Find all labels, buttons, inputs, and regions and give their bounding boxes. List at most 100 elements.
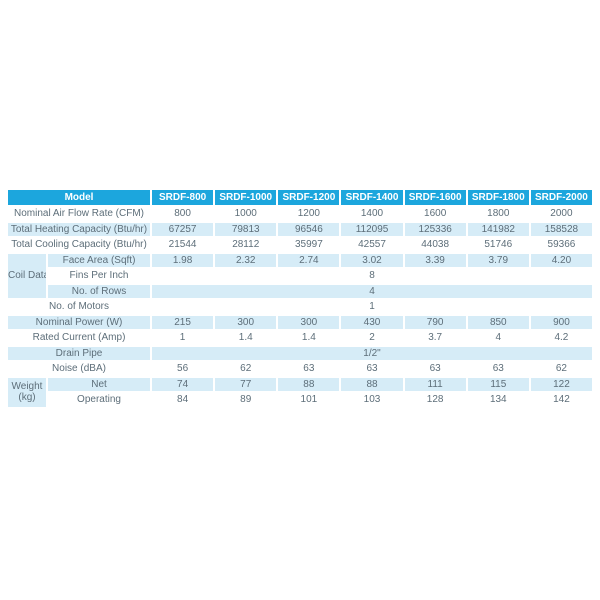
spec-table-container: Model SRDF-800 SRDF-1000 SRDF-1200 SRDF-…: [6, 188, 594, 409]
row-weight-operating: Operating 84 89 101 103 128 134 142: [8, 393, 592, 407]
merged-value-cell: 1/2": [152, 346, 592, 360]
cell: 63: [341, 362, 403, 376]
cell: 158528: [530, 222, 592, 236]
cell: 2000: [530, 207, 592, 221]
row-sublabel: Net: [48, 377, 151, 391]
cell: 1400: [341, 207, 403, 221]
row-label: Nominal Air Flow Rate (CFM): [8, 207, 151, 221]
merged-value-cell: 1: [152, 300, 592, 314]
coil-data-group-cell: Coil Data: [8, 253, 46, 298]
cell: 4: [467, 331, 529, 345]
row-sublabel: Operating: [48, 393, 151, 407]
cell: 3.39: [404, 253, 466, 267]
cell: 89: [215, 393, 277, 407]
cell: 2: [341, 331, 403, 345]
spec-table: Model SRDF-800 SRDF-1000 SRDF-1200 SRDF-…: [6, 188, 594, 409]
weight-label-line1: Weight: [11, 381, 43, 392]
row-label: Rated Current (Amp): [8, 331, 151, 345]
cell: 850: [467, 315, 529, 329]
cell: 88: [341, 377, 403, 391]
row-sublabel: Fins Per Inch: [48, 269, 151, 283]
merged-value-cell: 8: [152, 269, 592, 283]
row-label: No. of Motors: [8, 300, 151, 314]
cell: 44038: [404, 238, 466, 252]
column-header-srdf-1800: SRDF-1800: [467, 190, 529, 205]
row-no-of-rows: No. of Rows 4: [8, 284, 592, 298]
row-label: Drain Pipe: [8, 346, 151, 360]
cell: 56: [152, 362, 214, 376]
cell: 141982: [467, 222, 529, 236]
weight-group-cell: Weight (kg): [8, 377, 46, 407]
row-label: Nominal Power (W): [8, 315, 151, 329]
cell: 84: [152, 393, 214, 407]
row-fins-per-inch: Fins Per Inch 8: [8, 269, 592, 283]
cell: 63: [404, 362, 466, 376]
cell: 79813: [215, 222, 277, 236]
row-drain-pipe: Drain Pipe 1/2": [8, 346, 592, 360]
column-header-srdf-2000: SRDF-2000: [530, 190, 592, 205]
cell: 42557: [341, 238, 403, 252]
cell: 115: [467, 377, 529, 391]
weight-label-line2: (kg): [18, 392, 36, 403]
row-label: Noise (dBA): [8, 362, 151, 376]
cell: 1.4: [278, 331, 340, 345]
column-header-srdf-1600: SRDF-1600: [404, 190, 466, 205]
cell: 111: [404, 377, 466, 391]
cell: 3.7: [404, 331, 466, 345]
cell: 101: [278, 393, 340, 407]
cell: 125336: [404, 222, 466, 236]
cell: 1.4: [215, 331, 277, 345]
cell: 2.32: [215, 253, 277, 267]
column-header-srdf-800: SRDF-800: [152, 190, 214, 205]
column-header-srdf-1000: SRDF-1000: [215, 190, 277, 205]
cell: 430: [341, 315, 403, 329]
cell: 800: [152, 207, 214, 221]
model-header-cell: Model: [8, 190, 151, 205]
cell: 1: [152, 331, 214, 345]
cell: 59366: [530, 238, 592, 252]
cell: 4.2: [530, 331, 592, 345]
cell: 77: [215, 377, 277, 391]
cell: 134: [467, 393, 529, 407]
row-sublabel: No. of Rows: [48, 284, 151, 298]
cell: 1200: [278, 207, 340, 221]
cell: 1000: [215, 207, 277, 221]
cell: 3.79: [467, 253, 529, 267]
cell: 35997: [278, 238, 340, 252]
cell: 4.20: [530, 253, 592, 267]
cell: 1800: [467, 207, 529, 221]
cell: 63: [467, 362, 529, 376]
cell: 300: [278, 315, 340, 329]
row-heating-capacity: Total Heating Capacity (Btu/hr) 67257 79…: [8, 222, 592, 236]
cell: 28112: [215, 238, 277, 252]
cell: 2.74: [278, 253, 340, 267]
cell: 63: [278, 362, 340, 376]
cell: 21544: [152, 238, 214, 252]
cell: 103: [341, 393, 403, 407]
row-cooling-capacity: Total Cooling Capacity (Btu/hr) 21544 28…: [8, 238, 592, 252]
cell: 300: [215, 315, 277, 329]
cell: 215: [152, 315, 214, 329]
row-noise: Noise (dBA) 56 62 63 63 63 63 62: [8, 362, 592, 376]
row-weight-net: Weight (kg) Net 74 77 88 88 111 115 122: [8, 377, 592, 407]
column-header-srdf-1200: SRDF-1200: [278, 190, 340, 205]
row-no-of-motors: No. of Motors 1: [8, 300, 592, 314]
column-header-srdf-1400: SRDF-1400: [341, 190, 403, 205]
cell: 790: [404, 315, 466, 329]
cell: 142: [530, 393, 592, 407]
cell: 3.02: [341, 253, 403, 267]
cell: 96546: [278, 222, 340, 236]
row-rated-current: Rated Current (Amp) 1 1.4 1.4 2 3.7 4 4.…: [8, 331, 592, 345]
cell: 1600: [404, 207, 466, 221]
row-label: Total Cooling Capacity (Btu/hr): [8, 238, 151, 252]
cell: 1.98: [152, 253, 214, 267]
row-air-flow: Nominal Air Flow Rate (CFM) 800 1000 120…: [8, 207, 592, 221]
cell: 88: [278, 377, 340, 391]
cell: 67257: [152, 222, 214, 236]
row-nominal-power: Nominal Power (W) 215 300 300 430 790 85…: [8, 315, 592, 329]
table-header-row: Model SRDF-800 SRDF-1000 SRDF-1200 SRDF-…: [8, 190, 592, 205]
cell: 122: [530, 377, 592, 391]
cell: 74: [152, 377, 214, 391]
merged-value-cell: 4: [152, 284, 592, 298]
